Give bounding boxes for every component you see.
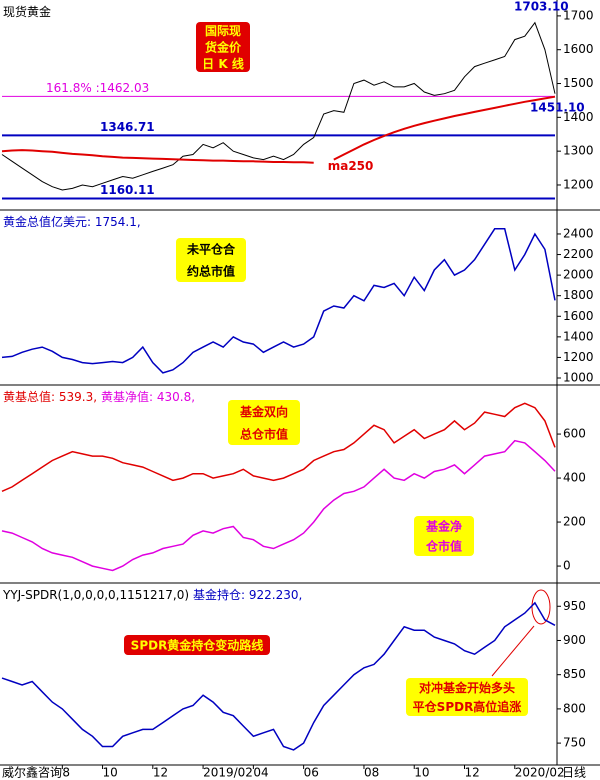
y-tick-label: 850	[563, 667, 586, 681]
annotation-text: 仓市值	[425, 539, 462, 554]
y-tick-label: 1600	[563, 309, 594, 323]
period-label: 日线	[562, 766, 586, 780]
y-tick-label: 2400	[563, 226, 594, 240]
x-tick-label: 10	[103, 766, 118, 780]
panel-title: YYJ-SPDR(1,0,0,0,0,1151217,0)	[2, 588, 189, 602]
y-tick-label: 400	[563, 471, 586, 485]
annotation-text: 国际现	[205, 24, 241, 38]
annotation-box	[124, 635, 270, 655]
series-line	[1, 402, 556, 492]
y-tick-label: 600	[563, 427, 586, 441]
annotation-box	[176, 238, 246, 282]
x-tick-label: 2020/02	[515, 766, 565, 780]
annotation-box	[228, 400, 300, 445]
panel-header: 现货黄金	[3, 4, 51, 19]
reference-label: 161.8% :1462.03	[46, 81, 149, 95]
annotation-text: 日 K 线	[202, 56, 244, 71]
annotation-text: 货金价	[205, 40, 242, 55]
source-label: 威尔鑫咨询	[2, 765, 62, 780]
reference-label: 1346.71	[100, 120, 155, 134]
x-tick-label: 2019/02	[203, 766, 253, 780]
annotation-text: SPDR黄金持仓变动路线	[131, 638, 264, 653]
legend-entry: 黄基净值: 430.8,	[101, 389, 195, 404]
panel-header: YYJ-SPDR(1,0,0,0,0,1151217,0) 基金持仓: 922.2…	[2, 587, 302, 602]
y-tick-label: 1700	[563, 8, 594, 22]
y-tick-label: 1400	[563, 110, 594, 124]
y-tick-label: 1600	[563, 42, 594, 56]
y-tick-label: 200	[563, 515, 586, 529]
x-tick-label: 12	[465, 766, 480, 780]
legend-entry: 基金持仓: 922.230,	[193, 587, 302, 602]
series-line	[1, 95, 556, 164]
panel-header: 黄基总值: 539.3, 黄基净值: 430.8,	[3, 389, 195, 404]
annotation-box	[414, 516, 474, 556]
x-tick-label: 04	[253, 766, 268, 780]
price-label: 1703.10	[514, 0, 569, 13]
y-tick-label: 900	[563, 633, 586, 647]
x-tick-label: 10	[414, 766, 429, 780]
series-line	[1, 228, 556, 374]
legend-entry: 黄金总值亿美元: 1754.1,	[3, 214, 141, 229]
arrow-line	[491, 625, 535, 677]
x-tick-label: 06	[304, 766, 319, 780]
y-tick-label: 2000	[563, 268, 594, 282]
y-tick-label: 750	[563, 736, 586, 750]
y-tick-label: 1300	[563, 144, 594, 158]
y-tick-label: 1800	[563, 288, 594, 302]
y-tick-label: 1200	[563, 350, 594, 364]
annotation-text: 未平仓合	[186, 242, 236, 257]
series-name-label: ma250	[328, 159, 374, 173]
annotation-text: 总仓市值	[240, 426, 288, 441]
annotation-text: 平仓SPDR高位追涨	[413, 699, 522, 714]
x-tick-label: 8	[62, 766, 70, 780]
annotation-text: 约总市值	[187, 264, 235, 279]
price-label: 1451.10	[530, 101, 585, 115]
series-line	[1, 601, 556, 751]
y-tick-label: 1400	[563, 329, 594, 343]
series-line	[1, 439, 556, 572]
highlight-circle	[531, 589, 551, 625]
annotation-text: 对冲基金开始多头	[419, 680, 515, 695]
y-tick-label: 1000	[563, 371, 594, 385]
x-tick-label: 12	[153, 766, 168, 780]
y-tick-label: 1500	[563, 76, 594, 90]
series-line	[1, 21, 556, 191]
annotation-box	[196, 22, 250, 72]
y-tick-label: 2200	[563, 247, 594, 261]
y-tick-label: 0	[563, 559, 571, 573]
legend-entry: 黄基总值: 539.3,	[3, 389, 97, 404]
reference-label: 1160.11	[100, 183, 155, 197]
y-tick-label: 950	[563, 599, 586, 613]
annotation-text: 基金双向	[239, 404, 288, 419]
y-tick-label: 800	[563, 701, 586, 715]
y-tick-label: 1200	[563, 177, 594, 191]
panel-header: 黄金总值亿美元: 1754.1,	[3, 214, 141, 229]
annotation-box	[406, 678, 528, 716]
panel-title: 现货黄金	[3, 4, 51, 19]
x-tick-label: 08	[364, 766, 379, 780]
annotation-text: 基金净	[425, 519, 462, 534]
